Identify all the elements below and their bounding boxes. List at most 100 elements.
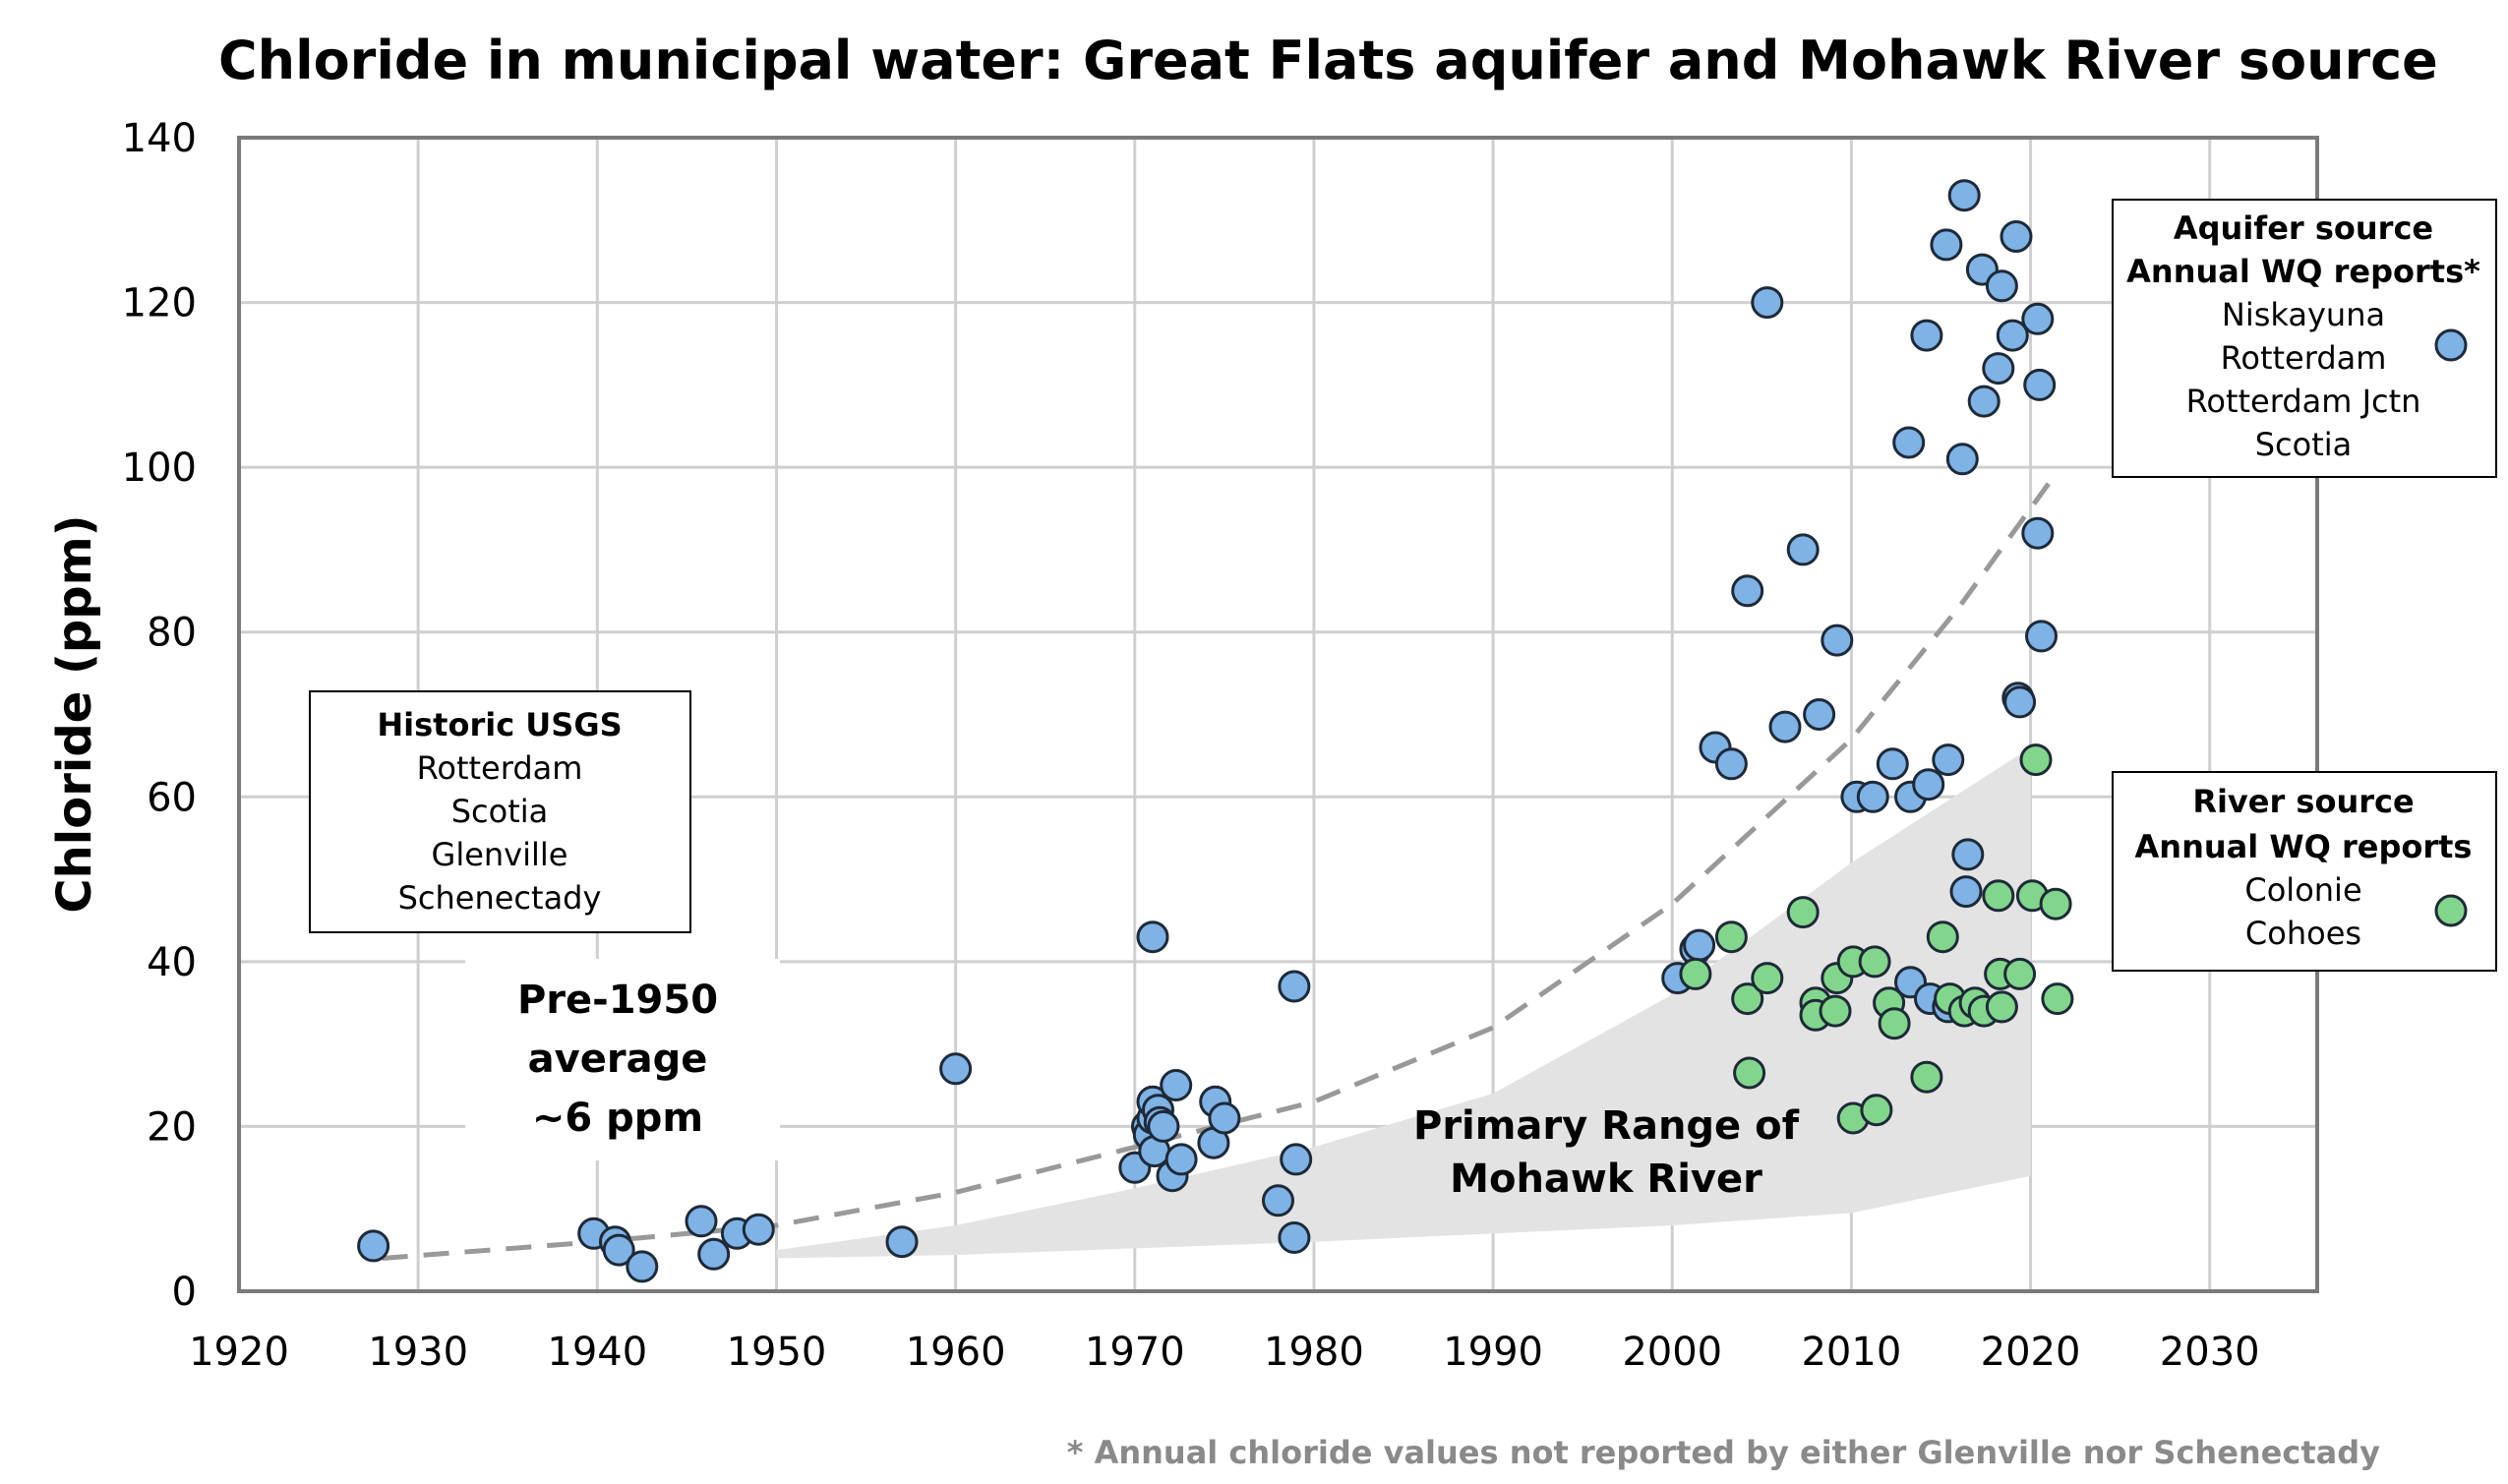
data-points: [357, 179, 2074, 1283]
aquifer-point: [1683, 928, 1716, 962]
pre-1950-label-line1: Pre-1950: [517, 978, 718, 1023]
river-point: [1985, 990, 2018, 1024]
river-point: [1926, 920, 1959, 954]
legend-aquifer-item: Rotterdam: [2221, 339, 2387, 377]
legend-river-box: [2112, 771, 2497, 972]
x-tick-label: 2010: [1801, 1330, 1901, 1375]
chart-title: Chloride in municipal water: Great Flats…: [218, 30, 2438, 91]
primary-range-band: [776, 747, 2031, 1259]
y-tick-label: 80: [147, 611, 197, 656]
y-tick-label: 120: [122, 281, 197, 326]
aquifer-point: [1967, 385, 2000, 418]
aquifer-point: [1996, 319, 2029, 352]
legend-river-item: Cohoes: [2245, 915, 2361, 952]
river-point: [1786, 896, 1820, 929]
plot-frame: [237, 136, 2319, 1293]
aquifer-point: [1751, 286, 1784, 320]
aquifer-point: [1208, 1101, 1241, 1135]
y-tick-label: 100: [122, 445, 197, 491]
river-point: [2019, 743, 2053, 777]
legend-historic: Historic USGS Rotterdam Scotia Glenville…: [309, 690, 691, 933]
x-tick-label: 1990: [1443, 1330, 1543, 1375]
y-tick-labels: 0 20 40 60 80 100 120 140: [122, 116, 197, 1315]
x-tick-label: 1960: [906, 1330, 1006, 1375]
aquifer-point: [1136, 920, 1169, 954]
aquifer-point: [1147, 1109, 1180, 1143]
aquifer-point: [685, 1205, 718, 1238]
pre-1950-label-background: [465, 959, 780, 1160]
river-point: [1751, 962, 1784, 995]
aquifer-point: [1278, 970, 1311, 1003]
x-tick-label: 1920: [189, 1330, 289, 1375]
aquifer-point: [1910, 319, 1943, 352]
river-point: [1878, 1007, 1911, 1040]
legend-historic-item: Rotterdam: [417, 749, 583, 787]
legend-aquifer: Aquifer source Annual WQ reports* Niskay…: [2112, 199, 2497, 478]
aquifer-point: [1985, 269, 2018, 303]
river-point: [1982, 879, 2015, 913]
y-axis-label: Chloride (ppm): [47, 514, 102, 913]
legend-historic-item: Scotia: [451, 793, 549, 830]
legend-aquifer-box: [2112, 199, 2497, 478]
river-point: [1910, 1060, 1943, 1094]
river-point: [1731, 982, 1764, 1016]
y-tick-label: 20: [147, 1104, 197, 1150]
aquifer-point: [1892, 426, 1926, 459]
aquifer-point: [2021, 302, 2055, 335]
y-tick-label: 60: [147, 775, 197, 820]
legend-historic-item: Schenectady: [398, 879, 602, 917]
x-tick-label: 2020: [1981, 1330, 2081, 1375]
aquifer-point: [1932, 743, 1965, 777]
aquifer-point: [2021, 516, 2055, 550]
aquifer-point: [1164, 1143, 1198, 1176]
legend-river-title: River source: [2192, 783, 2414, 820]
river-point: [2003, 957, 2037, 990]
aquifer-point: [1982, 352, 2015, 386]
river-point: [1858, 945, 1891, 979]
aquifer-point: [357, 1229, 390, 1263]
aquifer-point: [2003, 685, 2037, 719]
legend-river-marker: [2434, 894, 2468, 927]
aquifer-point: [1945, 443, 1979, 476]
aquifer-point: [1262, 1184, 1294, 1217]
y-tick-label: 40: [147, 940, 197, 985]
aquifer-point: [885, 1225, 919, 1259]
legend-aquifer-subtitle: Annual WQ reports*: [2126, 253, 2480, 290]
aquifer-point: [697, 1237, 731, 1271]
aquifer-point: [1278, 1221, 1311, 1254]
legend-historic-title: Historic USGS: [377, 706, 622, 743]
aquifer-point: [742, 1213, 775, 1246]
legend-river-item: Colonie: [2244, 871, 2361, 909]
legend-river-subtitle: Annual WQ reports: [2135, 828, 2473, 865]
river-point: [2039, 887, 2072, 920]
y-tick-label: 0: [172, 1270, 197, 1315]
trend-line: [382, 482, 2051, 1261]
river-point: [2041, 982, 2074, 1016]
y-tick-label: 140: [122, 116, 197, 161]
aquifer-point: [1803, 698, 1836, 731]
legend-aquifer-item: Niskayuna: [2222, 296, 2385, 333]
x-tick-label: 1980: [1264, 1330, 1364, 1375]
aquifer-point: [939, 1052, 973, 1086]
river-series: [1679, 743, 2074, 1135]
river-point: [1733, 1056, 1766, 1090]
x-tick-label: 1950: [727, 1330, 827, 1375]
aquifer-point: [1930, 228, 1963, 262]
x-tick-label: 1970: [1085, 1330, 1185, 1375]
legend-aquifer-marker: [2434, 328, 2468, 362]
x-tick-label: 1930: [368, 1330, 468, 1375]
aquifer-point: [2025, 620, 2058, 653]
aquifer-point: [1160, 1069, 1193, 1101]
legend-historic-box: [309, 690, 691, 933]
primary-range-label-line1: Primary Range of: [1413, 1103, 1800, 1149]
legend-historic-item: Glenville: [432, 836, 568, 873]
aquifer-point: [626, 1250, 659, 1283]
legend-aquifer-item: Scotia: [2255, 426, 2353, 463]
river-point: [1819, 994, 1852, 1028]
aquifer-point: [1856, 780, 1889, 813]
aquifer-point: [1947, 179, 1981, 212]
x-tick-label: 2000: [1622, 1330, 1722, 1375]
x-tick-label: 2030: [2160, 1330, 2260, 1375]
aquifer-point: [1731, 574, 1764, 608]
